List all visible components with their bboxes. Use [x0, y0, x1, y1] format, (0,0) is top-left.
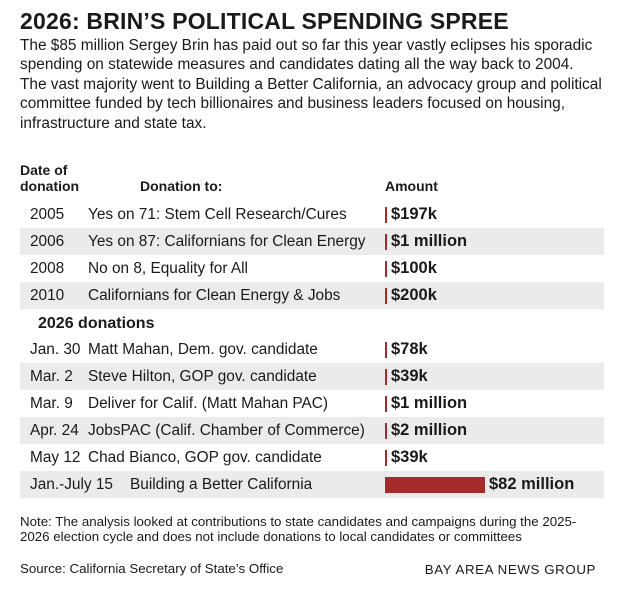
row-recipient: Steve Hilton, GOP gov. candidate	[88, 368, 317, 385]
row-date: Jan. 30	[30, 341, 81, 358]
section-label-2026: 2026 donations	[38, 315, 155, 332]
amount-bar	[385, 423, 387, 439]
row-recipient: Building a Better California	[130, 476, 313, 493]
chart-subtitle: The $85 million Sergey Brin has paid out…	[20, 37, 602, 132]
chart-source: Source: California Secretary of State’s …	[20, 561, 284, 576]
row-amount: $1 million	[391, 232, 468, 250]
header-amount: Amount	[385, 178, 438, 194]
row-date: Apr. 24	[30, 422, 79, 439]
row-recipient: Chad Bianco, GOP gov. candidate	[88, 449, 322, 466]
amount-bar	[385, 207, 387, 223]
table-row: 2008 No on 8, Equality for All $100k	[20, 255, 604, 282]
row-date: Mar. 2	[30, 368, 73, 385]
amount-bar	[385, 369, 387, 385]
row-amount: $2 million	[391, 421, 468, 439]
row-date: Jan.-July 15	[30, 476, 113, 493]
amount-bar	[385, 477, 485, 493]
row-amount: $39k	[391, 367, 428, 385]
table-row: 2005 Yes on 71: Stem Cell Research/Cures $…	[20, 201, 604, 228]
chart-title: 2026: BRIN’S POLITICAL SPENDING SPREE	[20, 8, 509, 34]
row-recipient: No on 8, Equality for All	[88, 260, 248, 277]
row-date: 2008	[30, 260, 65, 277]
row-date: 2010	[30, 287, 65, 304]
header-date: Date of donation	[20, 162, 80, 194]
amount-bar	[385, 261, 387, 277]
row-amount: $200k	[391, 286, 437, 304]
row-amount: $82 million	[489, 475, 575, 493]
table-row: 2006 Yes on 87: Californians for Clean En…	[20, 228, 604, 255]
table-row: Mar. 2 Steve Hilton, GOP gov. candidate $3…	[20, 363, 604, 390]
chart-note: Note: The analysis looked at contributio…	[20, 514, 577, 544]
amount-bar	[385, 396, 387, 412]
table-row: Apr. 24 JobsPAC (Calif. Chamber of Commer…	[20, 417, 604, 444]
row-date: May 12	[30, 449, 81, 466]
amount-bar	[385, 450, 387, 466]
amount-bar	[385, 288, 387, 304]
row-amount: $1 million	[391, 394, 468, 412]
row-recipient: Matt Mahan, Dem. gov. candidate	[88, 341, 318, 358]
table-row: Mar. 9 Deliver for Calif. (Matt Mahan PAC…	[20, 390, 604, 417]
row-recipient: Yes on 87: Californians for Clean Energy	[88, 233, 366, 250]
row-amount: $197k	[391, 205, 437, 223]
row-amount: $78k	[391, 340, 428, 358]
row-recipient: JobsPAC (Calif. Chamber of Commerce)	[88, 422, 365, 439]
row-date: 2006	[30, 233, 65, 250]
table-row: 2010 Californians for Clean Energy & Jobs…	[20, 282, 604, 309]
row-recipient: Yes on 71: Stem Cell Research/Cures	[88, 206, 347, 223]
header-donation-to: Donation to:	[140, 178, 223, 194]
row-amount: $100k	[391, 259, 437, 277]
chart-credit: BAY AREA NEWS GROUP	[424, 562, 596, 577]
table-row: Jan. 30 Matt Mahan, Dem. gov. candidate $7…	[20, 336, 604, 363]
row-amount: $39k	[391, 448, 428, 466]
row-date: Mar. 9	[30, 395, 73, 412]
row-recipient: Deliver for Calif. (Matt Mahan PAC)	[88, 395, 329, 412]
row-date: 2005	[30, 206, 65, 223]
row-recipient: Californians for Clean Energy & Jobs	[88, 287, 341, 304]
amount-bar	[385, 342, 387, 358]
table-row: May 12 Chad Bianco, GOP gov. candidate $39…	[20, 444, 604, 471]
amount-bar	[385, 234, 387, 250]
table-row: Jan.-July 15 Building a Better California…	[20, 471, 604, 498]
